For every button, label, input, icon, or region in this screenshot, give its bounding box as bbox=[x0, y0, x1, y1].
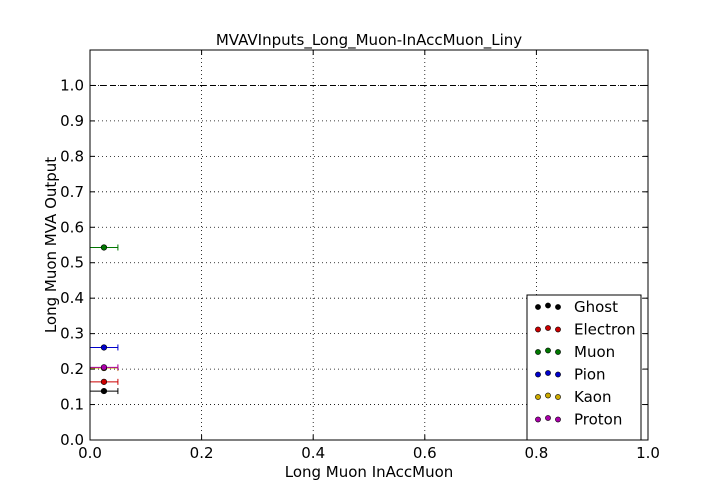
series-proton bbox=[90, 364, 119, 371]
data-point-muon bbox=[100, 244, 108, 251]
y-tick-label: 0.0 bbox=[60, 431, 84, 449]
legend-label-kaon: Kaon bbox=[574, 388, 611, 406]
legend-label-pion: Pion bbox=[574, 366, 606, 384]
legend-label-ghost: Ghost bbox=[574, 298, 618, 316]
legend-marker-kaon bbox=[535, 394, 541, 400]
legend-marker-electron bbox=[555, 326, 561, 333]
x-tick-label: 0.6 bbox=[413, 444, 437, 462]
legend-marker-electron bbox=[535, 326, 541, 333]
data-point-proton bbox=[100, 364, 108, 371]
legend-item-pion: Pion bbox=[535, 366, 606, 384]
legend-marker-ghost bbox=[555, 304, 561, 310]
y-tick-label: 1.0 bbox=[60, 76, 84, 94]
series-pion bbox=[90, 344, 119, 351]
legend-marker-proton bbox=[555, 416, 561, 423]
series-muon bbox=[90, 244, 119, 251]
legend-item-ghost: Ghost bbox=[535, 298, 618, 316]
ticks: 0.0 0.2 0.4 0.6 0.8 1.0 0.0 0.1 0.2 0.3 0.4 0.5 0.6 0… bbox=[60, 50, 660, 462]
legend-marker-proton bbox=[545, 415, 551, 421]
y-tick-label: 0.8 bbox=[60, 147, 84, 165]
data-point-pion bbox=[100, 344, 108, 351]
legend-marker-pion bbox=[535, 371, 541, 378]
legend-item-electron: Electron bbox=[535, 321, 636, 339]
legend-marker-kaon bbox=[545, 392, 551, 399]
x-tick-label: 0.2 bbox=[190, 444, 214, 462]
x-tick-label: 0.8 bbox=[524, 444, 548, 462]
data-point-electron bbox=[100, 378, 108, 385]
plot-area-frame bbox=[89, 49, 649, 441]
y-tick-label: 0.3 bbox=[60, 325, 84, 343]
y-tick-label: 0.2 bbox=[60, 360, 84, 378]
legend-marker-pion bbox=[555, 371, 561, 378]
legend-box bbox=[526, 294, 642, 441]
y-tick-label: 0.6 bbox=[60, 218, 84, 236]
legend: Ghost Electron Muon Pion Kaon Proton bbox=[526, 294, 642, 441]
legend-item-muon: Muon bbox=[535, 343, 615, 361]
legend-marker-proton bbox=[535, 416, 541, 423]
legend-item-kaon: Kaon bbox=[535, 388, 611, 406]
x-tick-label: 1.0 bbox=[636, 444, 660, 462]
legend-item-proton: Proton bbox=[535, 411, 622, 429]
legend-marker-muon bbox=[555, 349, 561, 355]
data-point-ghost bbox=[100, 387, 108, 395]
series-ghost bbox=[90, 387, 119, 395]
y-tick-label: 0.5 bbox=[60, 254, 84, 272]
legend-label-muon: Muon bbox=[574, 343, 615, 361]
x-axis-label: Long Muon InAccMuon bbox=[285, 463, 454, 481]
y-tick-label: 0.4 bbox=[60, 289, 84, 307]
x-tick-label: 0.4 bbox=[301, 444, 325, 462]
legend-marker-kaon bbox=[555, 394, 561, 400]
y-tick-label: 0.9 bbox=[60, 112, 84, 130]
legend-label-electron: Electron bbox=[574, 321, 636, 339]
x-tick-label: 0.0 bbox=[78, 444, 102, 462]
legend-label-proton: Proton bbox=[574, 411, 622, 429]
chart-title: MVAVInputs_Long_Muon-InAccMuon_Liny bbox=[216, 31, 522, 50]
y-tick-label: 0.1 bbox=[60, 396, 84, 414]
legend-marker-muon bbox=[545, 347, 551, 354]
y-axis-label: Long Muon MVA Output bbox=[42, 157, 60, 333]
series-electron bbox=[90, 378, 119, 385]
y-tick-label: 0.7 bbox=[60, 183, 84, 201]
series-group bbox=[90, 244, 119, 395]
legend-marker-ghost bbox=[535, 304, 541, 310]
legend-marker-ghost bbox=[545, 302, 551, 309]
legend-marker-pion bbox=[545, 370, 551, 376]
legend-marker-muon bbox=[535, 349, 541, 355]
legend-marker-electron bbox=[545, 325, 551, 331]
